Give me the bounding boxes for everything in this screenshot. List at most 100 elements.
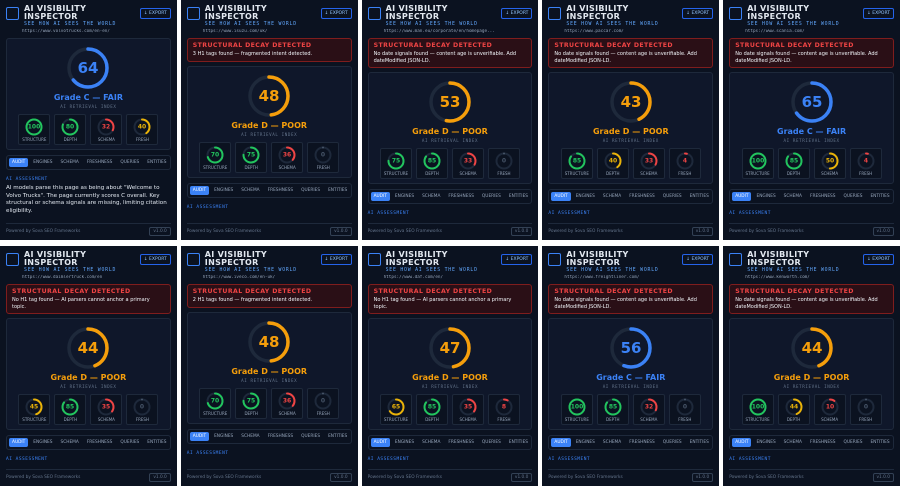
tab[interactable]: QUERIES <box>120 440 140 445</box>
gauge-value: 50 <box>825 158 833 165</box>
tab[interactable]: FRESHNESS <box>86 440 113 445</box>
metric-label: FRESH <box>316 410 330 416</box>
tab[interactable]: ENGINES <box>214 433 234 439</box>
tab[interactable]: QUERIES <box>843 440 863 445</box>
tab[interactable]: ENTITIES <box>147 440 167 445</box>
version: v1.0.0 <box>872 227 894 236</box>
tab[interactable]: ENTITIES <box>870 440 890 445</box>
tab[interactable]: QUERIES <box>301 187 321 193</box>
export-button[interactable]: ↓ EXPORT <box>501 254 533 265</box>
tab[interactable]: ENTITIES <box>508 440 529 445</box>
metric-label: STRUCTURE <box>22 417 47 422</box>
gauge-arc <box>610 327 652 369</box>
tab[interactable]: FRESHNESS <box>86 160 113 165</box>
tab[interactable]: ENGINES <box>756 440 776 445</box>
gauge-arc <box>67 327 110 369</box>
tab[interactable]: QUERIES <box>301 433 321 439</box>
tab[interactable]: SCHEMA <box>602 440 622 445</box>
tab[interactable]: FRESHNESS <box>810 194 836 199</box>
tab[interactable]: QUERIES <box>481 194 501 199</box>
tab[interactable]: ENTITIES <box>689 440 709 445</box>
tabs: AUDIT ENGINES SCHEMA FRESHNESS QUERIES ENTITI… <box>186 182 352 198</box>
export-button[interactable]: ↓ EXPORT <box>320 254 352 265</box>
tab[interactable]: ENGINES <box>33 440 53 445</box>
assessment-label: AI ASSESSMENT <box>367 211 410 216</box>
tab[interactable]: ENTITIES <box>870 194 890 199</box>
export-button[interactable]: ↓ EXPORT <box>139 8 171 19</box>
tab[interactable]: AUDIT <box>189 185 210 195</box>
tab[interactable]: ENGINES <box>33 160 53 165</box>
tab[interactable]: ENTITIES <box>328 187 348 193</box>
tab[interactable]: ENGINES <box>575 440 595 445</box>
export-button[interactable]: ↓ EXPORT <box>863 8 894 19</box>
index-label: AI RETRIEVAL INDEX <box>60 384 117 389</box>
tab[interactable]: SCHEMA <box>60 440 79 445</box>
page-url: https://www.kenworth.com/ <box>745 275 810 280</box>
tab[interactable]: FRESHNESS <box>629 440 655 445</box>
export-button[interactable]: ↓ EXPORT <box>320 8 352 19</box>
gauge-value: 44 <box>801 339 822 357</box>
tab[interactable]: AUDIT <box>732 438 752 447</box>
tab[interactable]: SCHEMA <box>422 440 441 445</box>
version: v1.0.0 <box>149 473 171 482</box>
tab[interactable]: ENTITIES <box>147 160 167 165</box>
tab[interactable]: AUDIT <box>370 192 390 201</box>
tab[interactable]: FRESHNESS <box>448 194 474 199</box>
tab[interactable]: FRESHNESS <box>267 433 294 439</box>
tab[interactable]: QUERIES <box>662 440 682 445</box>
tab[interactable]: ENGINES <box>394 440 415 445</box>
tab[interactable]: AUDIT <box>732 192 752 201</box>
tab[interactable]: AUDIT <box>9 158 29 167</box>
gauge-value: 0 <box>321 397 325 404</box>
tab[interactable]: ENGINES <box>756 194 776 199</box>
tab[interactable]: AUDIT <box>9 438 29 447</box>
footer: Powered by Sova SEO Frameworks v1.0.0 <box>367 223 533 236</box>
tab[interactable]: QUERIES <box>843 194 863 199</box>
tab[interactable]: SCHEMA <box>60 160 79 165</box>
tab[interactable]: SCHEMA <box>783 440 802 445</box>
tab[interactable]: QUERIES <box>481 440 501 445</box>
gauge-value: 53 <box>440 93 461 111</box>
export-button[interactable]: ↓ EXPORT <box>501 8 533 19</box>
gauge-value: 75 <box>247 397 255 404</box>
tab[interactable]: ENGINES <box>575 194 595 199</box>
tab[interactable]: FRESHNESS <box>448 440 474 445</box>
tabs: AUDIT ENGINES SCHEMA FRESHNESS QUERIES ENTITI… <box>6 155 171 170</box>
export-button[interactable]: ↓ EXPORT <box>863 254 894 265</box>
tab[interactable]: FRESHNESS <box>629 194 655 199</box>
tab[interactable]: AUDIT <box>189 431 210 441</box>
tab[interactable]: AUDIT <box>551 438 571 447</box>
gauge: 53 <box>429 81 471 123</box>
tab[interactable]: SCHEMA <box>241 433 260 439</box>
export-button[interactable]: ↓ EXPORT <box>682 254 714 265</box>
tab[interactable]: AUDIT <box>551 192 571 201</box>
alert-title: STRUCTURAL DECAY DETECTED <box>554 288 673 295</box>
tab[interactable]: ENTITIES <box>689 194 709 199</box>
gauge: 85 <box>785 152 803 170</box>
tab[interactable]: ENTITIES <box>508 194 529 199</box>
export-button[interactable]: ↓ EXPORT <box>682 8 714 19</box>
score-card: 53 Grade D — POOR AI RETRIEVAL INDEX 75 STRU… <box>367 72 533 184</box>
tab[interactable]: FRESHNESS <box>267 187 294 193</box>
tab[interactable]: SCHEMA <box>783 194 802 199</box>
export-button[interactable]: ↓ EXPORT <box>139 254 171 265</box>
gauge-arc <box>640 398 658 416</box>
tab[interactable]: FRESHNESS <box>810 440 836 445</box>
tab[interactable]: SCHEMA <box>241 187 260 193</box>
tab[interactable]: ENGINES <box>394 194 415 199</box>
tab[interactable]: QUERIES <box>120 160 140 165</box>
gauge: 75 <box>242 392 260 409</box>
grade: Grade D — POOR <box>592 127 669 136</box>
gauge-value: 10 <box>825 404 833 411</box>
tab[interactable]: SCHEMA <box>602 194 622 199</box>
tab[interactable]: QUERIES <box>662 194 682 199</box>
tab[interactable]: ENTITIES <box>328 433 348 439</box>
footer: Powered by Sova SEO Frameworks v1.0.0 <box>548 469 714 482</box>
tab[interactable]: ENGINES <box>214 187 234 193</box>
gauge-value: 44 <box>789 404 797 411</box>
app-subtitle: SEE HOW AI SEES THE WORLD <box>204 268 297 273</box>
gauge-arc <box>242 392 260 409</box>
metric: 36 SCHEMA <box>271 387 304 419</box>
tab[interactable]: AUDIT <box>370 438 390 447</box>
tab[interactable]: SCHEMA <box>422 194 441 199</box>
